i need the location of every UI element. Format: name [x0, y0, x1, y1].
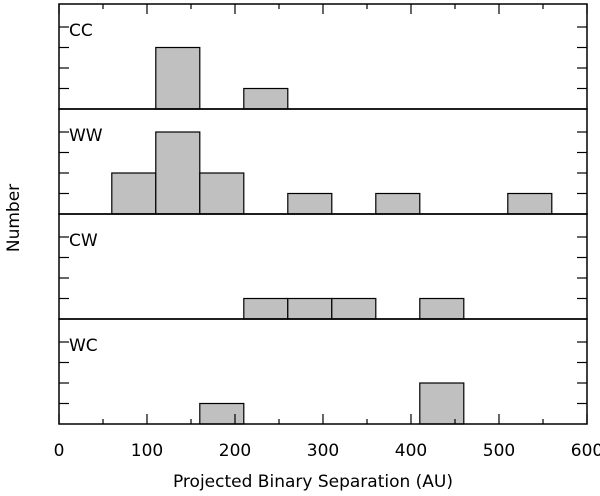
x-tick-label-300: 300 [307, 441, 339, 461]
bar-cc-1 [243, 87, 289, 110]
panel-frame-wc [58, 318, 588, 425]
bar-wc-1 [419, 382, 465, 425]
panel-label-wc: WC [69, 336, 98, 356]
x-tick-label-200: 200 [219, 441, 251, 461]
bar-ww-3 [287, 192, 333, 215]
panel-wc: WC [58, 318, 588, 425]
x-tick-label-0: 0 [54, 441, 65, 461]
bar-cw-2 [331, 297, 377, 320]
panel-ww: WW [58, 108, 588, 215]
x-axis-tick-labels: 0 100 200 300 400 500 600 [54, 4, 600, 461]
bar-cw-0 [243, 297, 289, 320]
bar-ww-1 [155, 131, 201, 215]
bar-wc-0 [199, 402, 245, 425]
histogram-panels: CC WW CW WC [58, 3, 588, 425]
bar-cw-1 [287, 297, 333, 320]
panel-label-cc: CC [69, 21, 93, 41]
x-tick-label-500: 500 [483, 441, 515, 461]
bar-cw-3 [419, 297, 465, 320]
x-tick-label-400: 400 [395, 441, 427, 461]
x-tick-label-600: 600 [571, 441, 600, 461]
x-tick-label-100: 100 [131, 441, 163, 461]
panel-cc: CC [58, 3, 588, 110]
panel-label-cw: CW [69, 231, 98, 251]
bar-ww-4 [375, 192, 421, 215]
bar-ww-0 [111, 172, 157, 215]
panel-frame-cc [58, 3, 588, 110]
y-axis-label: Number [4, 184, 24, 252]
bar-ww-2 [199, 172, 245, 215]
panel-cw: CW [58, 213, 588, 320]
bar-cc-0 [155, 46, 201, 110]
bar-ww-5 [507, 192, 553, 215]
panel-label-ww: WW [69, 126, 103, 146]
x-axis-label: Projected Binary Separation (AU) [173, 472, 453, 492]
